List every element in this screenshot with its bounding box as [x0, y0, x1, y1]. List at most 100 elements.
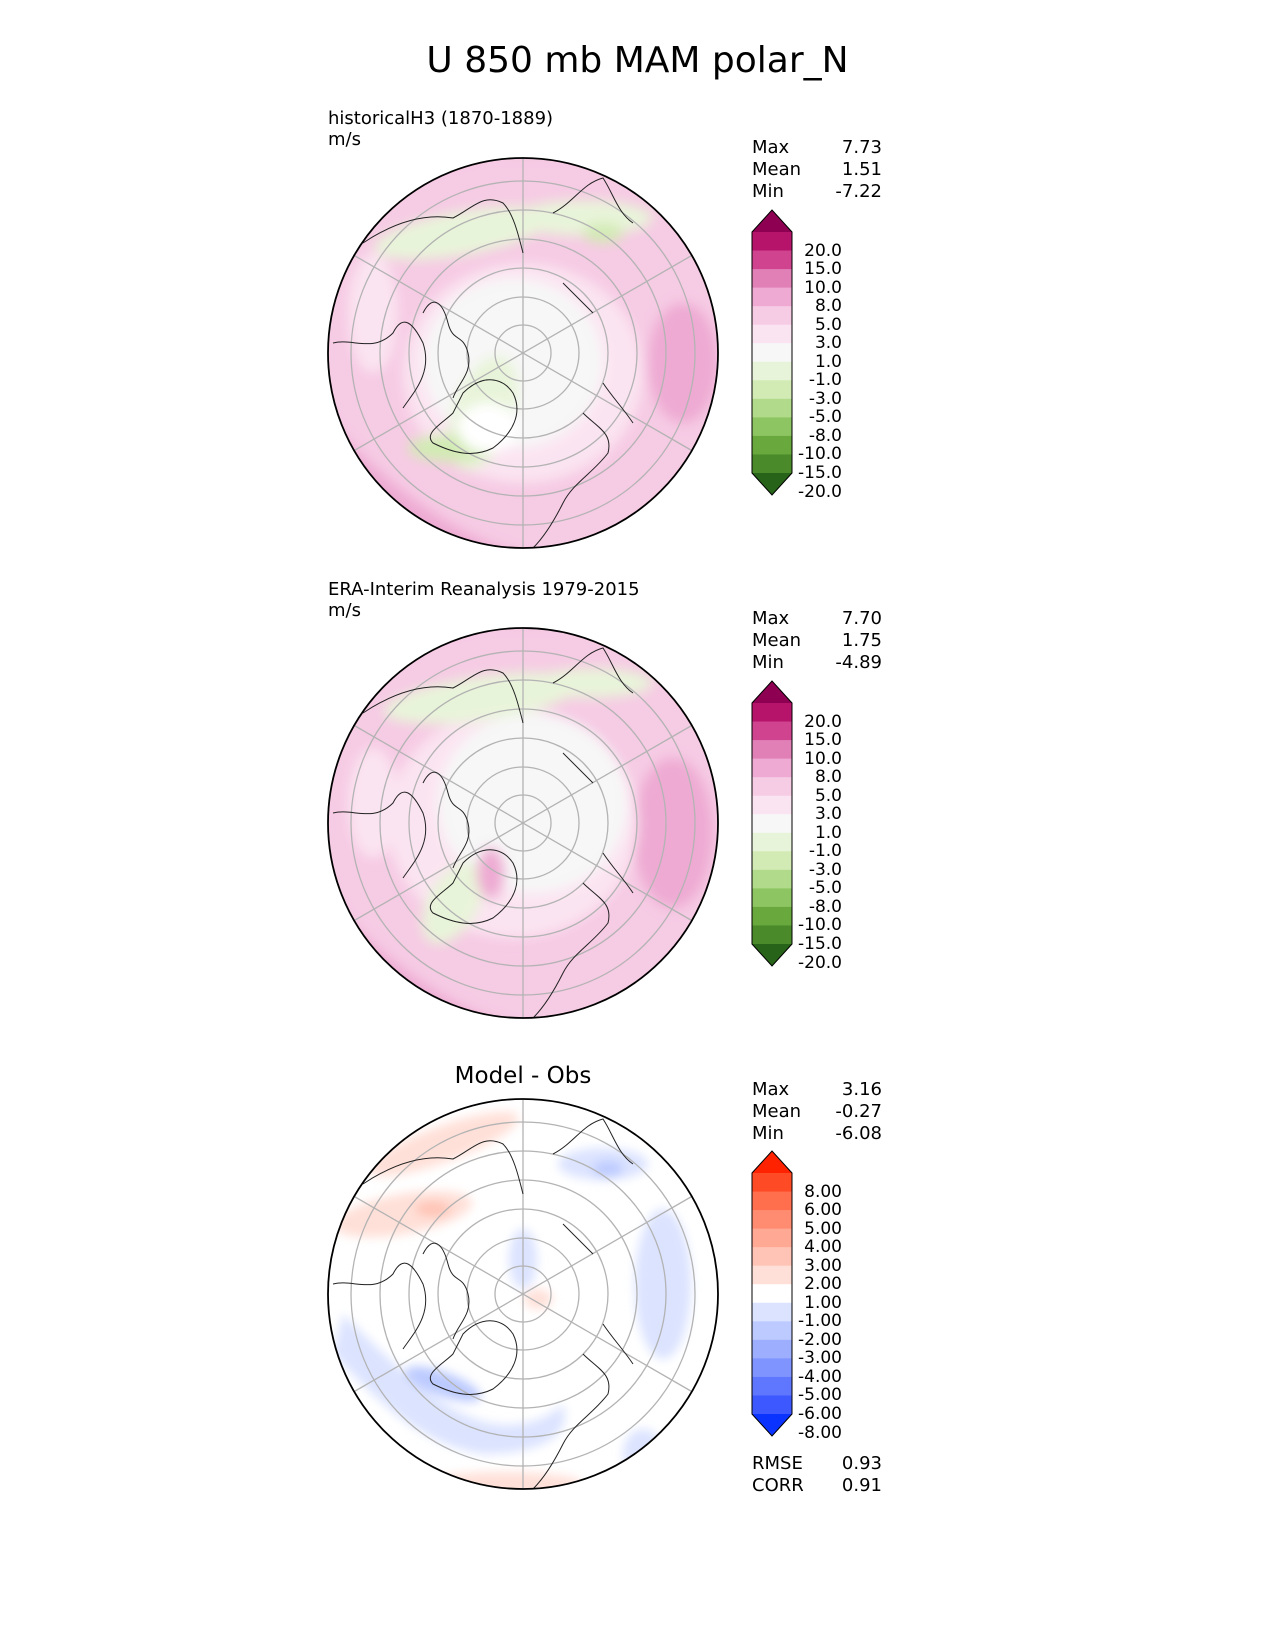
colorbar-segment — [752, 398, 792, 418]
colorbar-tick-label: -5.0 — [808, 407, 842, 428]
colorbar-segment — [752, 435, 792, 455]
colorbar-segment — [752, 832, 792, 852]
colorbar-tick-label: 8.0 — [814, 296, 842, 317]
colorbar-tick-label: 10.0 — [804, 277, 842, 298]
colorbar-segment — [752, 703, 792, 723]
colorbar-segment — [752, 814, 792, 834]
panel1-map — [327, 157, 719, 549]
colorbar-segment — [752, 888, 792, 908]
colorbar-tick-label: 20.0 — [804, 711, 842, 732]
colorbar-tick-label: 15.0 — [804, 259, 842, 280]
colorbar-segment — [752, 721, 792, 741]
colorbar-tick-label: 5.0 — [814, 785, 842, 806]
panel3-stats: Max 3.16 Mean -0.27 Min -6.08 — [752, 1079, 882, 1145]
colorbar-outline — [751, 209, 793, 496]
panel2-stat-max: Max 7.70 — [752, 608, 882, 629]
colorbar-segment — [752, 851, 792, 871]
panel2-map — [327, 627, 719, 1019]
colorbar-tick-label: -8.0 — [808, 896, 842, 917]
colorbar-tick-label: -8.00 — [798, 1422, 842, 1443]
panel1-stat-min: Min -7.22 — [752, 181, 882, 202]
panel1-colorbar-labels: 20.0 15.0 10.0 8.0 5.0 3.0 1.0 -1.0 -3.0 -5.0 -8.0… — [790, 0, 850, 501]
colorbar-tick-label: -20.0 — [798, 481, 842, 502]
colorbar-tick-label: 3.00 — [804, 1255, 842, 1276]
colorbar-segment — [752, 210, 792, 232]
colorbar-tick-label: 1.0 — [814, 822, 842, 843]
panel3-colorbar — [751, 1150, 793, 1437]
colorbar-tick-label: -10.0 — [798, 915, 842, 936]
colorbar-segment — [752, 269, 792, 289]
colorbar-segment — [752, 1265, 792, 1285]
colorbar-segment — [752, 287, 792, 307]
panel1-units: m/s — [328, 129, 361, 150]
colorbar-segment — [752, 250, 792, 270]
colorbar-tick-label: 8.0 — [814, 767, 842, 788]
panel2-stat-min: Min -4.89 — [752, 652, 882, 673]
panel2-stats: Max 7.70 Mean 1.75 Min -4.89 — [752, 608, 882, 674]
colorbar-tick-label: 5.0 — [814, 314, 842, 335]
panel1-stat-mean: Mean 1.51 — [752, 159, 882, 180]
colorbar-tick-label: -10.0 — [798, 444, 842, 465]
colorbar-segment — [752, 777, 792, 797]
panel3-stat-min: Min -6.08 — [752, 1123, 882, 1144]
colorbar-segment — [752, 944, 792, 966]
colorbar-segment — [752, 758, 792, 778]
colorbar-segment — [752, 1247, 792, 1267]
colorbar-segment — [752, 1376, 792, 1396]
panel1-title-line1: historicalH3 (1870-1889) — [328, 108, 554, 129]
colorbar-outline — [751, 1150, 793, 1437]
colorbar-tick-label: -1.0 — [808, 841, 842, 862]
colorbar-segment — [752, 361, 792, 381]
colorbar-segment — [752, 473, 792, 495]
panel3-stat-rmse: RMSE 0.93 — [752, 1453, 882, 1474]
colorbar-segment — [752, 1173, 792, 1193]
colorbar-segment — [752, 380, 792, 400]
colorbar-tick-label: -15.0 — [798, 463, 842, 483]
colorbar-tick-label: 20.0 — [804, 240, 842, 261]
colorbar-segment — [752, 681, 792, 703]
panel3-stat-corr: CORR 0.91 — [752, 1475, 882, 1496]
colorbar-segment — [752, 740, 792, 760]
colorbar-segment — [752, 454, 792, 474]
colorbar-tick-label: -1.00 — [798, 1311, 842, 1332]
colorbar-tick-label: -4.00 — [798, 1366, 842, 1387]
panel3-stat-mean: Mean -0.27 — [752, 1101, 882, 1122]
panel1-title: historicalH3 (1870-1889) m/s — [328, 108, 553, 150]
colorbar-segment — [752, 417, 792, 437]
colorbar-tick-label: 5.00 — [804, 1218, 842, 1239]
colorbar-tick-label: 15.0 — [804, 730, 842, 751]
colorbar-tick-label: -20.0 — [798, 952, 842, 973]
colorbar-segment — [752, 232, 792, 252]
colorbar-segment — [752, 1395, 792, 1415]
panel1-stat-max: Max 7.73 — [752, 137, 882, 158]
colorbar-tick-label: -5.0 — [808, 878, 842, 899]
colorbar-tick-label: -3.0 — [808, 388, 842, 409]
panel3-map — [327, 1098, 719, 1490]
panel2-stat-mean: Mean 1.75 — [752, 630, 882, 651]
colorbar-segment — [752, 1210, 792, 1230]
colorbar-segment — [752, 1358, 792, 1378]
colorbar-segment — [752, 1302, 792, 1322]
colorbar-tick-label: 6.00 — [804, 1200, 842, 1221]
colorbar-segment — [752, 925, 792, 945]
colorbar-outline — [751, 680, 793, 967]
colorbar-tick-label: -2.00 — [798, 1329, 842, 1350]
colorbar-tick-label: -1.0 — [808, 370, 842, 391]
panel2-colorbar — [751, 680, 793, 967]
colorbar-tick-label: 1.0 — [814, 351, 842, 372]
colorbar-tick-label: 3.0 — [814, 333, 842, 354]
panel2-units: m/s — [328, 600, 361, 621]
colorbar-segment — [752, 869, 792, 889]
colorbar-segment — [752, 906, 792, 926]
colorbar-tick-label: -3.0 — [808, 859, 842, 880]
colorbar-tick-label: -15.0 — [798, 934, 842, 954]
colorbar-tick-label: -5.00 — [798, 1385, 842, 1406]
colorbar-segment — [752, 343, 792, 363]
colorbar-tick-label: -6.00 — [798, 1404, 842, 1424]
colorbar-segment — [752, 1228, 792, 1248]
panel1-colorbar — [751, 209, 793, 496]
panel3-stat-max: Max 3.16 — [752, 1079, 882, 1100]
colorbar-tick-label: 8.00 — [804, 1181, 842, 1202]
panel3-title: Model - Obs — [454, 1063, 592, 1089]
colorbar-segment — [752, 324, 792, 344]
